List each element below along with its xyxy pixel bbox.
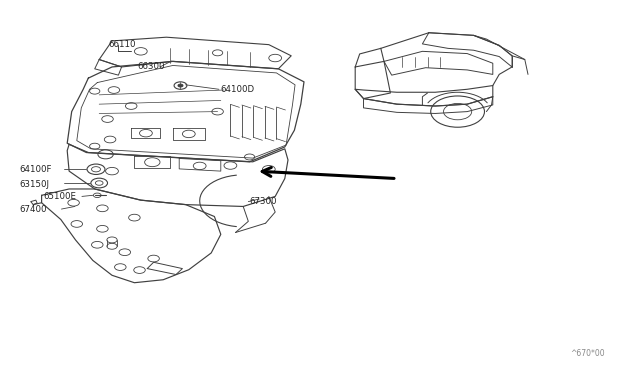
Text: 64100D: 64100D bbox=[221, 85, 255, 94]
Text: 65100E: 65100E bbox=[44, 192, 77, 201]
Text: 66300: 66300 bbox=[138, 62, 165, 71]
Text: 67400: 67400 bbox=[19, 205, 47, 214]
Text: 63150J: 63150J bbox=[19, 180, 49, 189]
Text: 67300: 67300 bbox=[250, 197, 277, 206]
Text: 64100F: 64100F bbox=[19, 165, 52, 174]
Text: ^670*00: ^670*00 bbox=[570, 349, 605, 358]
Text: 66110: 66110 bbox=[109, 40, 136, 49]
Circle shape bbox=[178, 84, 183, 87]
